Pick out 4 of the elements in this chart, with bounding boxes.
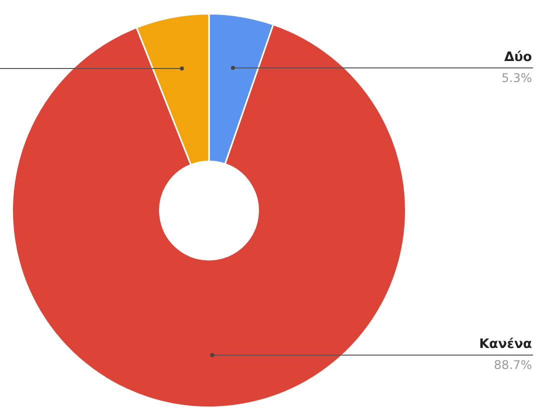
slice-label: Κανένα: [479, 336, 532, 352]
slice-label: Δύο: [504, 50, 532, 65]
data-label: 5.3%: [502, 71, 532, 86]
data-label: 88.7%: [494, 358, 532, 372]
